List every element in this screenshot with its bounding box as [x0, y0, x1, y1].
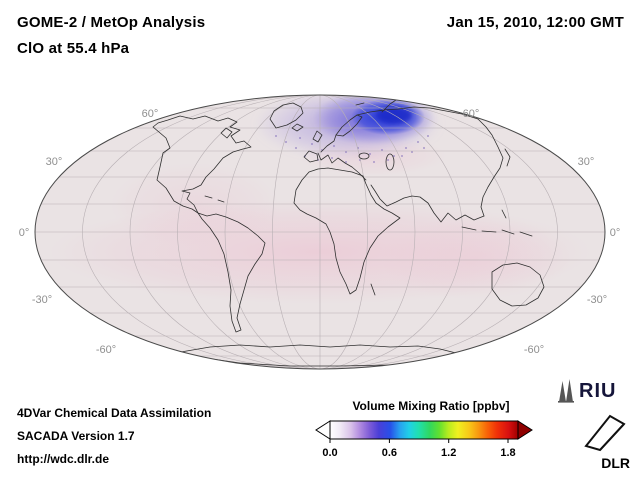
riu-logo: RIU [556, 378, 636, 404]
tick-1.8: 1.8 [500, 447, 515, 459]
latitude-labels: 60° 30° 0° -30° -60° 60° 30° 0° -30° -60… [19, 108, 621, 356]
stipple-dots [275, 135, 429, 163]
colorbar-gradient [329, 420, 519, 440]
page-title: GOME-2 / MetOp Analysis [17, 14, 206, 31]
credits: 4DVar Chemical Data Assimilation SACADA … [17, 402, 211, 471]
lat-label-right-0: 0° [610, 227, 621, 239]
colorbar-tick-marks [329, 439, 509, 443]
timestamp: Jan 15, 2010, 12:00 GMT [446, 14, 624, 31]
page-subtitle: ClO at 55.4 hPa [17, 40, 130, 57]
credit-line-url: http://wdc.dlr.de [17, 452, 109, 466]
lat-label-right-m60: -60° [524, 344, 544, 356]
dlr-emblem-icon [584, 414, 626, 452]
tick-0.0: 0.0 [322, 447, 337, 459]
tick-0.6: 0.6 [382, 447, 397, 459]
lat-label-left-30: 30° [46, 156, 63, 168]
globe-outline [34, 94, 606, 370]
riu-cathedral-icon [558, 379, 574, 403]
colorbar-tick-labels: 0.0 0.6 1.2 1.8 [322, 447, 515, 459]
tick-1.2: 1.2 [441, 447, 456, 459]
colorbar-scale: 0.0 0.6 1.2 1.8 [315, 420, 533, 459]
lat-label-left-60: 60° [142, 108, 159, 120]
colorbar-left-arrow-icon [315, 420, 331, 440]
lat-label-left-0: 0° [19, 227, 30, 239]
lat-label-right-m30: -30° [587, 294, 607, 306]
lat-label-right-60: 60° [463, 108, 480, 120]
credit-line-assimilation: 4DVar Chemical Data Assimilation [17, 406, 212, 420]
credit-line-version: SACADA Version 1.7 [17, 429, 135, 443]
lat-label-left-m30: -30° [32, 294, 52, 306]
dlr-logo-text: DLR [601, 455, 630, 471]
riu-logo-text: RIU [579, 379, 617, 402]
colorbar-right-arrow-icon [517, 420, 533, 440]
graticule [35, 95, 605, 369]
lat-label-right-30: 30° [578, 156, 595, 168]
colorbar-title: Volume Mixing Ratio [ppbv] [352, 399, 510, 413]
colorbar: Volume Mixing Ratio [ppbv] [314, 399, 548, 466]
lat-label-left-m60: -60° [96, 344, 116, 356]
dlr-logo: DLR [570, 412, 634, 471]
